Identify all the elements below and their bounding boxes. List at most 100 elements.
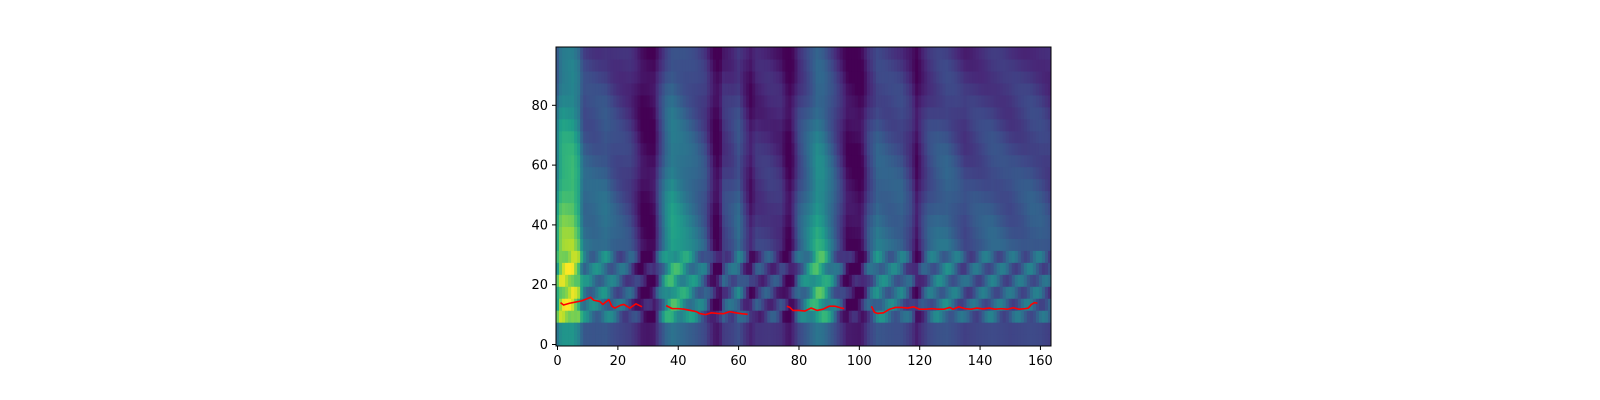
heatmap-cell bbox=[676, 82, 681, 96]
heatmap-cell bbox=[746, 130, 750, 144]
heatmap-cell bbox=[682, 310, 687, 323]
heatmap-cell bbox=[1002, 334, 1007, 346]
heatmap-cell bbox=[589, 130, 593, 144]
heatmap-cell bbox=[571, 190, 575, 204]
heatmap-cell bbox=[860, 238, 865, 251]
heatmap-cell bbox=[933, 106, 937, 120]
heatmap-cell bbox=[860, 226, 865, 239]
heatmap-cell bbox=[598, 47, 602, 60]
heatmap-cell bbox=[966, 214, 971, 227]
heatmap-cell bbox=[694, 130, 699, 144]
heatmap-cell bbox=[854, 202, 859, 216]
heatmap-cell bbox=[809, 238, 814, 251]
heatmap-cell bbox=[559, 286, 563, 299]
heatmap-cell bbox=[577, 202, 581, 216]
heatmap-cell bbox=[782, 298, 786, 311]
heatmap-cell bbox=[818, 238, 823, 251]
heatmap-cell bbox=[734, 190, 738, 204]
heatmap-cell bbox=[1011, 130, 1016, 144]
heatmap-cell bbox=[631, 130, 636, 144]
heatmap-cell bbox=[613, 262, 617, 275]
heatmap-cell bbox=[1011, 334, 1016, 346]
heatmap-cell bbox=[1020, 334, 1025, 346]
heatmap-cell bbox=[894, 154, 898, 168]
heatmap-cell bbox=[776, 214, 780, 227]
heatmap-cell bbox=[658, 334, 663, 346]
heatmap-cell bbox=[881, 178, 886, 192]
heatmap-cell bbox=[1005, 166, 1010, 180]
heatmap-cell bbox=[598, 310, 602, 323]
heatmap-cell bbox=[978, 262, 983, 275]
heatmap-cell bbox=[1023, 106, 1028, 120]
heatmap-cell bbox=[598, 106, 602, 120]
heatmap-cell bbox=[613, 250, 617, 263]
heatmap-cell bbox=[770, 82, 774, 96]
heatmap-cell bbox=[833, 286, 838, 299]
heatmap-cell bbox=[761, 70, 765, 84]
heatmap-cell bbox=[957, 214, 962, 227]
heatmap-cell bbox=[1002, 310, 1007, 323]
heatmap-cell bbox=[709, 298, 714, 311]
heatmap-cell bbox=[1023, 238, 1028, 251]
heatmap-cell bbox=[833, 202, 838, 216]
heatmap-cell bbox=[616, 70, 620, 84]
heatmap-cell bbox=[688, 142, 693, 156]
heatmap-cell bbox=[577, 310, 581, 323]
heatmap-cell bbox=[715, 82, 720, 96]
heatmap-cell bbox=[912, 70, 916, 84]
heatmap-cell bbox=[1041, 322, 1046, 335]
heatmap-cell bbox=[673, 94, 678, 108]
heatmap-cell bbox=[625, 286, 630, 299]
heatmap-cell bbox=[770, 226, 774, 239]
heatmap-cell bbox=[746, 214, 750, 227]
heatmap-cell bbox=[900, 118, 904, 132]
heatmap-cell bbox=[676, 334, 681, 346]
heatmap-cell bbox=[960, 130, 965, 144]
heatmap-cell bbox=[897, 226, 901, 239]
heatmap-cell bbox=[854, 106, 859, 120]
heatmap-cell bbox=[737, 166, 741, 180]
heatmap-cell bbox=[691, 310, 696, 323]
heatmap-cell bbox=[580, 214, 584, 227]
heatmap-cell bbox=[921, 286, 925, 299]
heatmap-cell bbox=[869, 250, 874, 263]
heatmap-cell bbox=[682, 47, 687, 60]
heatmap-cell bbox=[951, 166, 956, 180]
heatmap-cell bbox=[752, 334, 756, 346]
heatmap-cell bbox=[857, 178, 862, 192]
heatmap-cell bbox=[830, 298, 835, 311]
heatmap-cell bbox=[577, 190, 581, 204]
heatmap-cell bbox=[740, 82, 744, 96]
heatmap-cell bbox=[574, 310, 578, 323]
heatmap-cell bbox=[637, 47, 642, 60]
heatmap-cell bbox=[903, 142, 907, 156]
heatmap-cell bbox=[709, 82, 714, 96]
heatmap-cell bbox=[857, 274, 862, 287]
heatmap-cell bbox=[577, 298, 581, 311]
heatmap-cell bbox=[749, 82, 753, 96]
heatmap-cell bbox=[897, 190, 901, 204]
heatmap-cell bbox=[875, 106, 880, 120]
heatmap-cell bbox=[936, 142, 940, 156]
heatmap-cell bbox=[685, 298, 690, 311]
heatmap-cell bbox=[830, 310, 835, 323]
heatmap-cell bbox=[827, 178, 832, 192]
heatmap-cell bbox=[878, 202, 883, 216]
heatmap-cell bbox=[649, 286, 654, 299]
heatmap-cell bbox=[875, 142, 880, 156]
heatmap-cell bbox=[915, 322, 919, 335]
heatmap-cell bbox=[749, 238, 753, 251]
heatmap-cell bbox=[673, 166, 678, 180]
heatmap-cell bbox=[797, 166, 802, 180]
heatmap-cell bbox=[583, 58, 587, 72]
heatmap-cell bbox=[869, 166, 874, 180]
heatmap-cell bbox=[601, 58, 605, 72]
heatmap-cell bbox=[725, 226, 729, 239]
heatmap-cell bbox=[1017, 310, 1022, 323]
heatmap-cell bbox=[640, 47, 645, 60]
heatmap-cell bbox=[878, 322, 883, 335]
heatmap-cell bbox=[664, 142, 669, 156]
heatmap-cell bbox=[809, 178, 814, 192]
heatmap-cell bbox=[649, 190, 654, 204]
